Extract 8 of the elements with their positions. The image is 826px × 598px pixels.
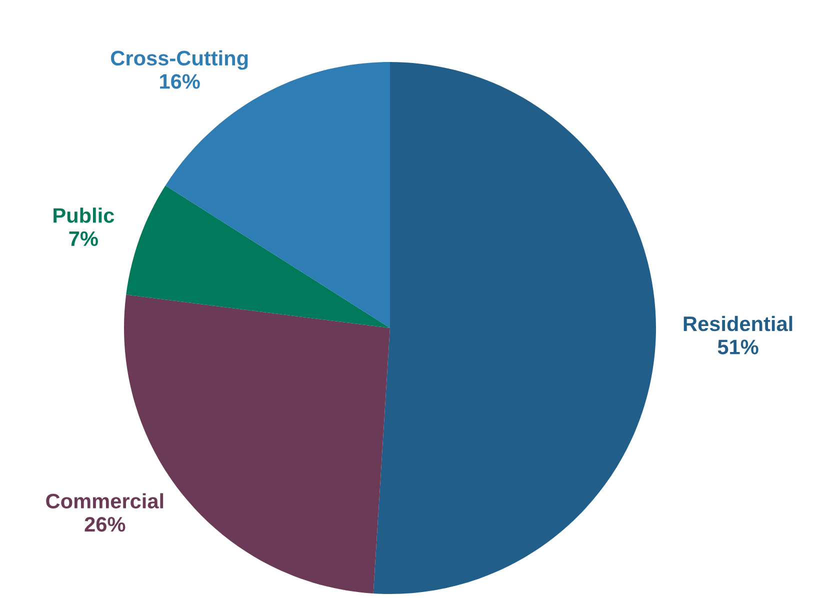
- data-label: 26%: [84, 516, 126, 532]
- slice-label: Cross-Cutting: [111, 50, 248, 70]
- slice-label: Public: [54, 208, 114, 223]
- slice-label: Commercial: [46, 493, 164, 509]
- data-label: 7%: [69, 231, 98, 246]
- slice-label: Residential: [684, 316, 792, 332]
- data-label: 16%: [160, 74, 200, 89]
- data-label: 51%: [718, 340, 758, 354]
